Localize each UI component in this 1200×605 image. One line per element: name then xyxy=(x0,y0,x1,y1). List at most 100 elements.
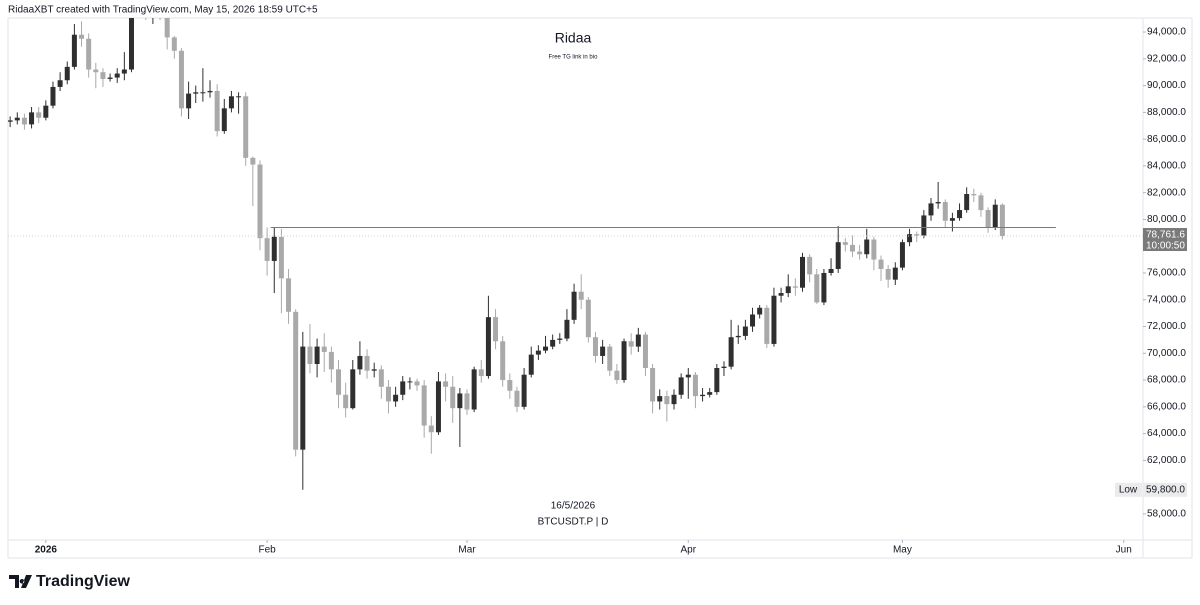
candle-body xyxy=(857,251,863,255)
candle-body xyxy=(178,50,184,109)
candle-body xyxy=(378,369,384,387)
y-tick-label: 74,000.0 xyxy=(1147,294,1186,305)
y-tick-label: 64,000.0 xyxy=(1147,428,1186,439)
candle-body xyxy=(14,117,20,121)
header: RidaaXBT created with TradingView.com, M… xyxy=(8,5,318,16)
x-tick-label: Jun xyxy=(1116,545,1132,556)
candle-body xyxy=(821,272,827,303)
candle-body xyxy=(64,66,70,81)
candle-body xyxy=(949,218,955,221)
candle-body xyxy=(128,18,134,70)
candle-body xyxy=(357,355,363,370)
candle-body xyxy=(535,350,541,355)
candle-body xyxy=(864,239,870,255)
candle-body xyxy=(742,326,748,336)
candle-body xyxy=(685,374,691,378)
candle-body xyxy=(692,374,698,397)
candle-body xyxy=(50,86,56,106)
y-tick-label: 66,000.0 xyxy=(1147,401,1186,412)
candle-body xyxy=(735,335,741,338)
candle-body xyxy=(921,215,927,236)
x-tick-label: Mar xyxy=(458,545,476,556)
y-tick-label: 68,000.0 xyxy=(1147,375,1186,386)
candle-body xyxy=(885,268,891,280)
candle-body xyxy=(728,337,734,367)
candle-body xyxy=(314,346,320,364)
y-tick-label: 76,000.0 xyxy=(1147,268,1186,279)
candle-body xyxy=(443,381,449,387)
candle-body xyxy=(614,370,620,381)
candle-body xyxy=(485,317,491,377)
candle-body xyxy=(236,96,242,98)
candle-body xyxy=(107,77,113,79)
candle-body xyxy=(621,341,627,381)
chart-title: Ridaa xyxy=(555,30,592,46)
candle-body xyxy=(600,346,606,356)
candle-body xyxy=(414,381,420,386)
candle-body xyxy=(364,355,370,371)
candle-body xyxy=(343,394,349,409)
candle-body xyxy=(849,244,855,252)
candle-body xyxy=(899,242,905,268)
candle-body xyxy=(100,72,106,79)
candle-body xyxy=(607,346,613,371)
candle-body xyxy=(957,210,963,219)
plot-area xyxy=(8,18,1143,490)
chart-subtitle: Free TG link in bio xyxy=(549,55,599,61)
x-tick-label: Feb xyxy=(259,545,277,556)
candle-body xyxy=(700,394,706,397)
x-tick-label: May xyxy=(893,545,912,556)
candle-body xyxy=(307,346,313,364)
y-tick-label: 80,000.0 xyxy=(1147,214,1186,225)
y-tick-label: 72,000.0 xyxy=(1147,321,1186,332)
candle-body xyxy=(29,112,35,125)
candle-body xyxy=(336,369,342,395)
candle-body xyxy=(257,164,263,239)
last-price-box xyxy=(1143,228,1187,252)
chart-frame xyxy=(7,17,1193,559)
logo-icon xyxy=(9,575,32,588)
candle-body xyxy=(435,381,441,433)
candle-body xyxy=(978,195,984,211)
y-tick-label: 70,000.0 xyxy=(1147,348,1186,359)
candle-body xyxy=(678,377,684,395)
candle-body xyxy=(493,317,499,342)
candle-body xyxy=(114,73,120,78)
watermark-symbol: BTCUSDT.P | D xyxy=(538,517,609,528)
candle-body xyxy=(371,369,377,371)
candle-body xyxy=(79,34,85,39)
candle-body xyxy=(121,69,127,74)
candle-body xyxy=(671,394,677,405)
y-tick-label: 62,000.0 xyxy=(1147,455,1186,466)
candle-body xyxy=(985,210,991,228)
candle-body xyxy=(350,369,356,409)
x-tick-label: 2026 xyxy=(35,545,58,556)
candle-body xyxy=(878,259,884,269)
candle-body xyxy=(393,394,399,402)
candle-body xyxy=(407,381,413,383)
candle-body xyxy=(328,351,334,370)
candle-body xyxy=(914,234,920,236)
candle-body xyxy=(514,390,520,407)
logo-text: TradingView xyxy=(36,573,131,590)
candle-body xyxy=(471,369,477,410)
candle-body xyxy=(21,117,27,125)
candle-body xyxy=(164,18,170,38)
candle-body xyxy=(871,239,877,260)
axes: 58,000.060,000.062,000.064,000.066,000.0… xyxy=(35,27,1187,556)
candle-body xyxy=(642,334,648,369)
candle-body xyxy=(221,108,227,132)
candle-body xyxy=(400,381,406,395)
candle-body xyxy=(814,274,820,303)
candle-body xyxy=(721,366,727,369)
countdown-label: 10:00:50 xyxy=(1146,241,1185,252)
candle-body xyxy=(193,92,199,94)
candle-body xyxy=(935,202,941,204)
y-tick-label: 90,000.0 xyxy=(1147,80,1186,91)
candle-body xyxy=(757,307,763,315)
candle-body xyxy=(564,319,570,339)
low-title: Low xyxy=(1119,484,1138,495)
y-tick-label: 94,000.0 xyxy=(1147,27,1186,38)
